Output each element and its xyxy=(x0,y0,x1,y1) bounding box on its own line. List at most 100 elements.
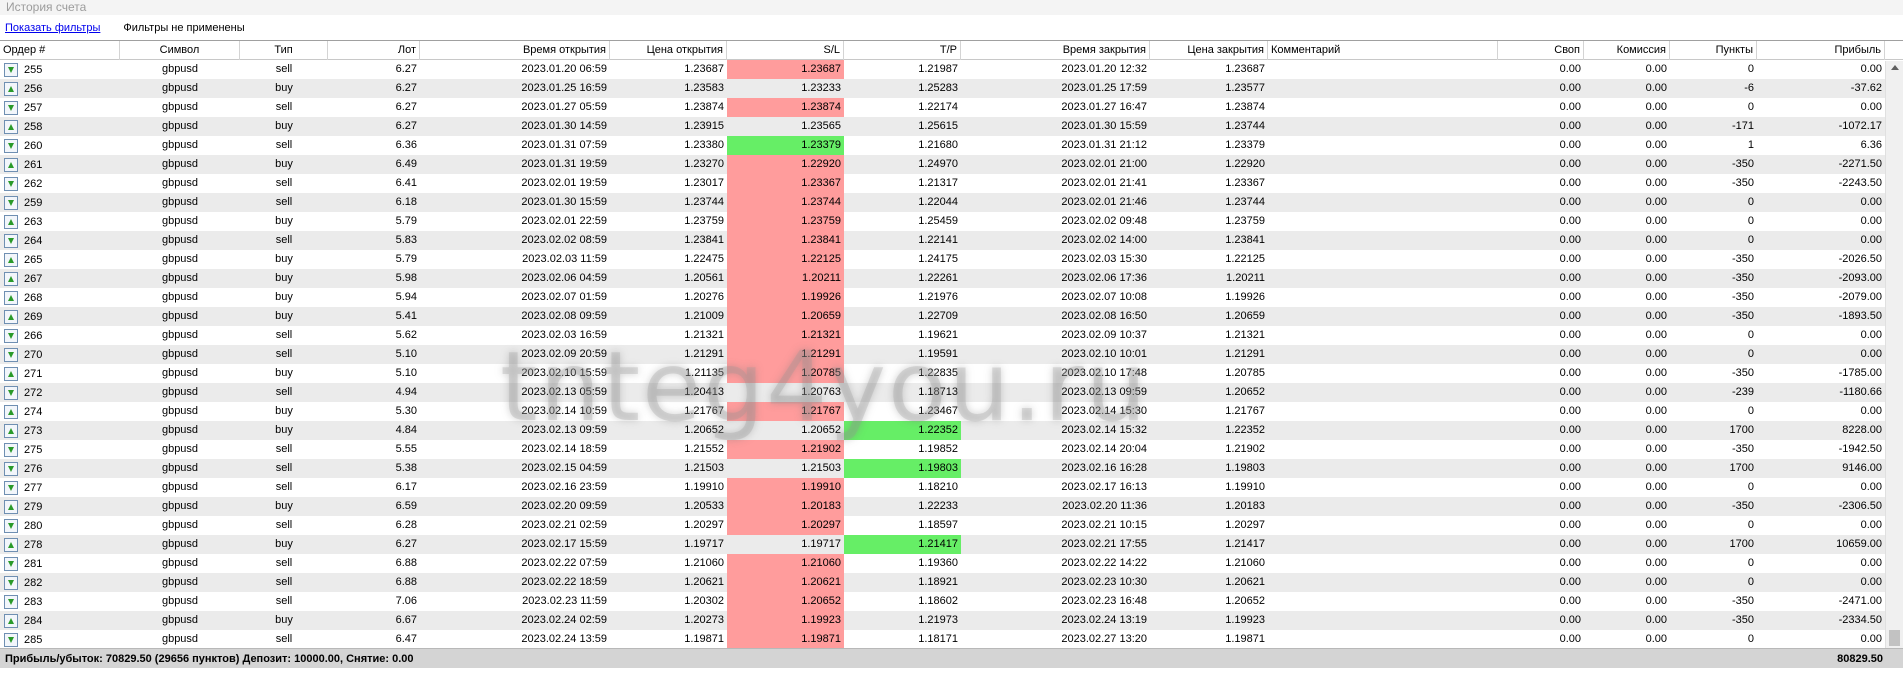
cell-open-price: 1.20413 xyxy=(684,386,724,398)
table-row[interactable]: 273 gbpusd buy 4.84 2023.02.13 09:59 1.20652 1… xyxy=(0,421,1903,440)
table-row[interactable]: 272 gbpusd sell 4.94 2023.02.13 05:59 1.20413… xyxy=(0,383,1903,402)
cell-swap: 0.00 xyxy=(1559,196,1581,208)
cell-order: 272 xyxy=(0,383,120,402)
cell-swap: 0.00 xyxy=(1559,614,1581,626)
cell-points: -171 xyxy=(1731,120,1754,132)
cell-lot: 6.27 xyxy=(395,63,417,75)
table-row[interactable]: 265 gbpusd buy 5.79 2023.02.03 11:59 1.22475 1… xyxy=(0,250,1903,269)
table-row[interactable]: 280 gbpusd sell 6.28 2023.02.21 02:59 1.20297… xyxy=(0,516,1903,535)
column-header-order[interactable]: Ордер # xyxy=(0,41,120,60)
cell-swap: 0.00 xyxy=(1559,576,1581,588)
table-row[interactable]: 256 gbpusd buy 6.27 2023.01.25 16:59 1.23583 1… xyxy=(0,79,1903,98)
cell-sl: 1.20621 xyxy=(727,573,844,592)
table-row[interactable]: 283 gbpusd sell 7.06 2023.02.23 11:59 1.20302… xyxy=(0,592,1903,611)
account-history-grid: Ордер # Символ Тип Лот Время открытия Це… xyxy=(0,40,1903,668)
vertical-scrollbar[interactable] xyxy=(1885,61,1903,648)
cell-symbol: gbpusd xyxy=(161,367,199,379)
cell-close-time: 2023.02.23 16:48 xyxy=(1061,595,1147,607)
cell-comment xyxy=(1268,592,1498,611)
cell-close-price: 1.23759 xyxy=(1225,215,1265,227)
cell-close-time: 2023.02.22 14:22 xyxy=(1061,557,1147,569)
table-row[interactable]: 267 gbpusd buy 5.98 2023.02.06 04:59 1.20561 1… xyxy=(0,269,1903,288)
cell-type: sell xyxy=(275,101,293,113)
scroll-up-arrow-icon[interactable] xyxy=(1891,65,1899,70)
cell-tp: 1.21680 xyxy=(918,139,958,151)
cell-comment xyxy=(1268,288,1498,307)
cell-comment xyxy=(1268,307,1498,326)
table-row[interactable]: 268 gbpusd buy 5.94 2023.02.07 01:59 1.20276 1… xyxy=(0,288,1903,307)
column-header-symbol[interactable]: Символ xyxy=(120,41,240,60)
table-row[interactable]: 266 gbpusd sell 5.62 2023.02.03 16:59 1.21321… xyxy=(0,326,1903,345)
table-row[interactable]: 284 gbpusd buy 6.67 2023.02.24 02:59 1.20273 1… xyxy=(0,611,1903,630)
table-row[interactable]: 274 gbpusd buy 5.30 2023.02.14 10:59 1.21767 1… xyxy=(0,402,1903,421)
table-row[interactable]: 257 gbpusd sell 6.27 2023.01.27 05:59 1.23874… xyxy=(0,98,1903,117)
cell-comment xyxy=(1268,98,1498,117)
table-row[interactable]: 276 gbpusd sell 5.38 2023.02.15 04:59 1.21503… xyxy=(0,459,1903,478)
column-header-type[interactable]: Тип xyxy=(240,41,328,60)
cell-close-price: 1.19923 xyxy=(1225,614,1265,626)
cell-profit: -1072.17 xyxy=(1838,120,1882,132)
order-rows: 255 gbpusd sell 6.27 2023.01.20 06:59 1.23687… xyxy=(0,60,1903,668)
cell-comment xyxy=(1268,117,1498,136)
table-row[interactable]: 263 gbpusd buy 5.79 2023.02.01 22:59 1.23759 1… xyxy=(0,212,1903,231)
cell-open-price: 1.21321 xyxy=(684,329,724,341)
order-number: 255 xyxy=(24,63,43,76)
table-row[interactable]: 277 gbpusd sell 6.17 2023.02.16 23:59 1.19910… xyxy=(0,478,1903,497)
column-header-open-time[interactable]: Время открытия xyxy=(420,41,610,60)
cell-points: 0 xyxy=(1747,633,1754,645)
column-header-close-price[interactable]: Цена закрытия xyxy=(1150,41,1268,60)
table-row[interactable]: 258 gbpusd buy 6.27 2023.01.30 14:59 1.23915 1… xyxy=(0,117,1903,136)
cell-close-time: 2023.02.16 16:28 xyxy=(1061,462,1147,474)
column-header-profit[interactable]: Прибыль xyxy=(1757,41,1885,60)
order-number: 277 xyxy=(24,481,43,494)
cell-order: 266 xyxy=(0,326,120,345)
cell-tp: 1.25615 xyxy=(918,120,958,132)
cell-lot: 5.55 xyxy=(395,443,417,455)
table-row[interactable]: 270 gbpusd sell 5.10 2023.02.09 20:59 1.21291… xyxy=(0,345,1903,364)
cell-symbol: gbpusd xyxy=(161,443,199,455)
cell-commission: 0.00 xyxy=(1645,405,1667,417)
cell-profit: 0.00 xyxy=(1860,633,1882,645)
table-row[interactable]: 282 gbpusd sell 6.88 2023.02.22 18:59 1.20621… xyxy=(0,573,1903,592)
column-header-sl[interactable]: S/L xyxy=(727,41,844,60)
column-header-points[interactable]: Пункты xyxy=(1670,41,1757,60)
cell-tp: 1.22352 xyxy=(844,421,961,440)
column-header-lot[interactable]: Лот xyxy=(328,41,420,60)
table-row[interactable]: 261 gbpusd buy 6.49 2023.01.31 19:59 1.23270 1… xyxy=(0,155,1903,174)
show-filters-link[interactable]: Показать фильтры xyxy=(5,21,101,34)
table-row[interactable]: 278 gbpusd buy 6.27 2023.02.17 15:59 1.19717 1… xyxy=(0,535,1903,554)
cell-commission: 0.00 xyxy=(1645,500,1667,512)
cell-order: 285 xyxy=(0,630,120,649)
cell-swap: 0.00 xyxy=(1559,481,1581,493)
cell-symbol: gbpusd xyxy=(161,82,199,94)
column-header-swap[interactable]: Своп xyxy=(1498,41,1584,60)
table-row[interactable]: 275 gbpusd sell 5.55 2023.02.14 18:59 1.21552… xyxy=(0,440,1903,459)
cell-order: 271 xyxy=(0,364,120,383)
cell-points: -350 xyxy=(1731,158,1754,170)
column-header-commission[interactable]: Комиссия xyxy=(1584,41,1670,60)
cell-close-time: 2023.01.31 21:12 xyxy=(1061,139,1147,151)
cell-close-time: 2023.02.21 17:55 xyxy=(1061,538,1147,550)
order-sell-icon xyxy=(4,556,18,571)
cell-close-price: 1.21291 xyxy=(1225,348,1265,360)
column-header-tp[interactable]: T/P xyxy=(844,41,961,60)
column-header-open-price[interactable]: Цена открытия xyxy=(610,41,727,60)
cell-close-price: 1.20659 xyxy=(1225,310,1265,322)
column-header-comment[interactable]: Комментарий xyxy=(1268,41,1498,60)
table-row[interactable]: 264 gbpusd sell 5.83 2023.02.02 08:59 1.23841… xyxy=(0,231,1903,250)
table-row[interactable]: 269 gbpusd buy 5.41 2023.02.08 09:59 1.21009 1… xyxy=(0,307,1903,326)
cell-comment xyxy=(1268,326,1498,345)
table-row[interactable]: 255 gbpusd sell 6.27 2023.01.20 06:59 1.23687… xyxy=(0,60,1903,79)
table-row[interactable]: 281 gbpusd sell 6.88 2023.02.22 07:59 1.21060… xyxy=(0,554,1903,573)
order-buy-icon xyxy=(4,366,18,381)
column-header-close-time[interactable]: Время закрытия xyxy=(961,41,1150,60)
table-row[interactable]: 262 gbpusd sell 6.41 2023.02.01 19:59 1.23017… xyxy=(0,174,1903,193)
table-row[interactable]: 271 gbpusd buy 5.10 2023.02.10 15:59 1.21135 1… xyxy=(0,364,1903,383)
scroll-thumb[interactable] xyxy=(1889,630,1900,646)
table-row[interactable]: 279 gbpusd buy 6.59 2023.02.20 09:59 1.20533 1… xyxy=(0,497,1903,516)
cell-profit: 0.00 xyxy=(1860,481,1882,493)
table-row[interactable]: 259 gbpusd sell 6.18 2023.01.30 15:59 1.23744… xyxy=(0,193,1903,212)
cell-close-price: 1.21902 xyxy=(1225,443,1265,455)
table-row[interactable]: 260 gbpusd sell 6.36 2023.01.31 07:59 1.23380… xyxy=(0,136,1903,155)
table-row[interactable]: 285 gbpusd sell 6.47 2023.02.24 13:59 1.19871… xyxy=(0,630,1903,649)
